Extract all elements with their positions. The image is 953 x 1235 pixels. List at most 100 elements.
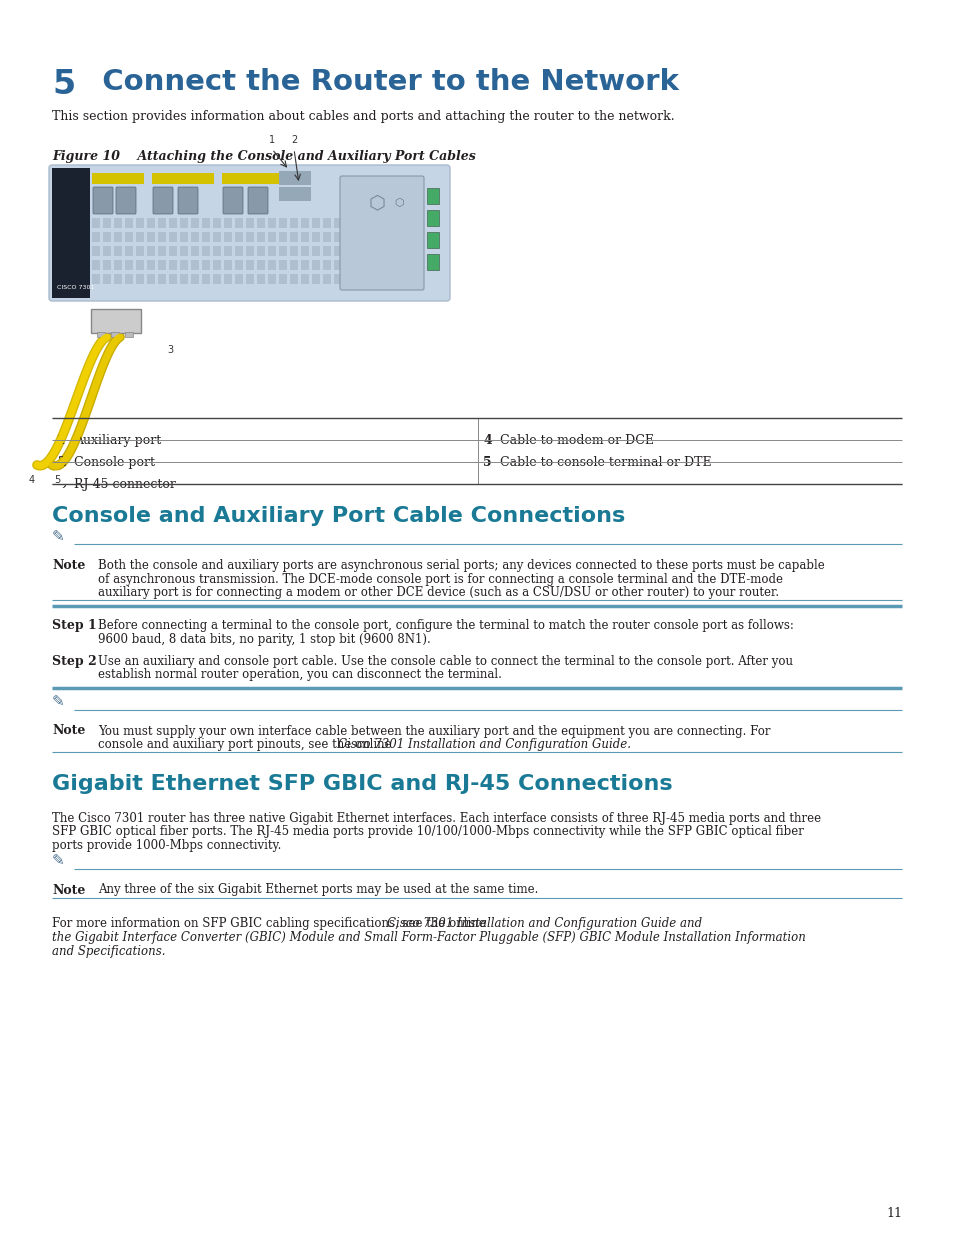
Text: 5: 5 <box>482 456 491 469</box>
Bar <box>399 261 408 270</box>
Text: Aux: Aux <box>282 174 291 179</box>
Bar <box>345 246 353 256</box>
Text: Both the console and auxiliary ports are asynchronous serial ports; any devices : Both the console and auxiliary ports are… <box>98 559 824 572</box>
Bar <box>91 232 100 242</box>
Bar <box>224 232 232 242</box>
Bar <box>377 261 386 270</box>
Text: Console: Console <box>282 188 301 193</box>
Bar <box>268 274 275 284</box>
Text: and Specifications.: and Specifications. <box>52 945 165 957</box>
Bar <box>147 261 154 270</box>
Bar <box>278 261 287 270</box>
Bar <box>301 219 309 228</box>
Bar <box>345 232 353 242</box>
Bar <box>389 246 396 256</box>
Bar <box>246 246 253 256</box>
Bar <box>125 332 132 337</box>
Bar <box>202 261 210 270</box>
Bar <box>234 261 243 270</box>
Bar <box>191 261 199 270</box>
Bar <box>213 232 221 242</box>
Bar <box>399 246 408 256</box>
Bar <box>411 219 418 228</box>
Bar <box>427 188 438 204</box>
Text: ✎: ✎ <box>52 694 65 709</box>
Text: Console and Auxiliary Port Cable Connections: Console and Auxiliary Port Cable Connect… <box>52 506 624 526</box>
Bar <box>399 219 408 228</box>
FancyBboxPatch shape <box>152 173 213 184</box>
Text: 3: 3 <box>167 345 172 354</box>
Text: Note: Note <box>52 559 85 572</box>
FancyBboxPatch shape <box>49 165 450 301</box>
Bar <box>377 274 386 284</box>
Bar <box>355 274 364 284</box>
Circle shape <box>161 341 179 359</box>
Text: ⬡: ⬡ <box>394 198 403 207</box>
Bar <box>301 274 309 284</box>
Bar <box>246 219 253 228</box>
Text: ✎: ✎ <box>52 853 65 868</box>
Bar <box>427 232 438 248</box>
Bar <box>234 219 243 228</box>
Bar <box>389 232 396 242</box>
Bar <box>191 232 199 242</box>
Text: ⬡: ⬡ <box>368 194 385 212</box>
Bar <box>334 246 341 256</box>
Text: Gigabit Ethernet SFP GBIC and RJ-45 Connections: Gigabit Ethernet SFP GBIC and RJ-45 Conn… <box>52 774 672 794</box>
Text: Any three of the six Gigabit Ethernet ports may be used at the same time.: Any three of the six Gigabit Ethernet po… <box>98 883 537 897</box>
Bar <box>290 261 297 270</box>
Bar <box>411 274 418 284</box>
Bar <box>301 261 309 270</box>
Bar <box>113 274 122 284</box>
Bar <box>367 261 375 270</box>
Bar <box>234 274 243 284</box>
Bar <box>256 274 265 284</box>
Bar <box>290 219 297 228</box>
Text: Cable to modem or DCE: Cable to modem or DCE <box>499 433 654 447</box>
Text: of asynchronous transmission. The DCE-mode console port is for connecting a cons: of asynchronous transmission. The DCE-mo… <box>98 573 782 585</box>
Bar <box>91 246 100 256</box>
FancyBboxPatch shape <box>278 186 311 201</box>
Text: 5: 5 <box>53 475 60 485</box>
Bar <box>180 261 188 270</box>
Text: Step 1: Step 1 <box>52 620 96 632</box>
Bar <box>169 219 177 228</box>
Text: 3: 3 <box>57 478 66 492</box>
Circle shape <box>285 131 303 149</box>
Bar <box>213 219 221 228</box>
Bar <box>213 274 221 284</box>
Bar <box>158 232 166 242</box>
Bar <box>246 274 253 284</box>
Bar <box>323 261 331 270</box>
Bar <box>301 246 309 256</box>
Circle shape <box>23 471 41 489</box>
Text: the Gigabit Interface Converter (GBIC) Module and Small Form-Factor Pluggable (S: the Gigabit Interface Converter (GBIC) M… <box>52 931 805 944</box>
Bar <box>91 219 100 228</box>
Text: For more information on SFP GBIC cabling specifications, see the online: For more information on SFP GBIC cabling… <box>52 918 489 930</box>
Bar <box>169 232 177 242</box>
Text: Step 2: Step 2 <box>52 655 96 667</box>
Bar <box>389 261 396 270</box>
Bar <box>113 219 122 228</box>
FancyBboxPatch shape <box>222 173 294 184</box>
Text: 2: 2 <box>291 135 296 144</box>
Bar <box>334 219 341 228</box>
Bar <box>256 232 265 242</box>
Bar <box>334 232 341 242</box>
Bar <box>113 232 122 242</box>
Bar <box>411 246 418 256</box>
Bar <box>290 274 297 284</box>
Bar <box>191 246 199 256</box>
Bar <box>399 274 408 284</box>
Bar <box>411 261 418 270</box>
Bar <box>125 219 132 228</box>
FancyBboxPatch shape <box>278 170 311 185</box>
Text: The Cisco 7301 router has three native Gigabit Ethernet interfaces. Each interfa: The Cisco 7301 router has three native G… <box>52 811 821 825</box>
Bar <box>290 232 297 242</box>
Bar <box>202 232 210 242</box>
Text: 4: 4 <box>29 475 35 485</box>
FancyBboxPatch shape <box>152 186 172 214</box>
Bar <box>312 274 319 284</box>
FancyBboxPatch shape <box>91 309 141 333</box>
Bar <box>213 246 221 256</box>
